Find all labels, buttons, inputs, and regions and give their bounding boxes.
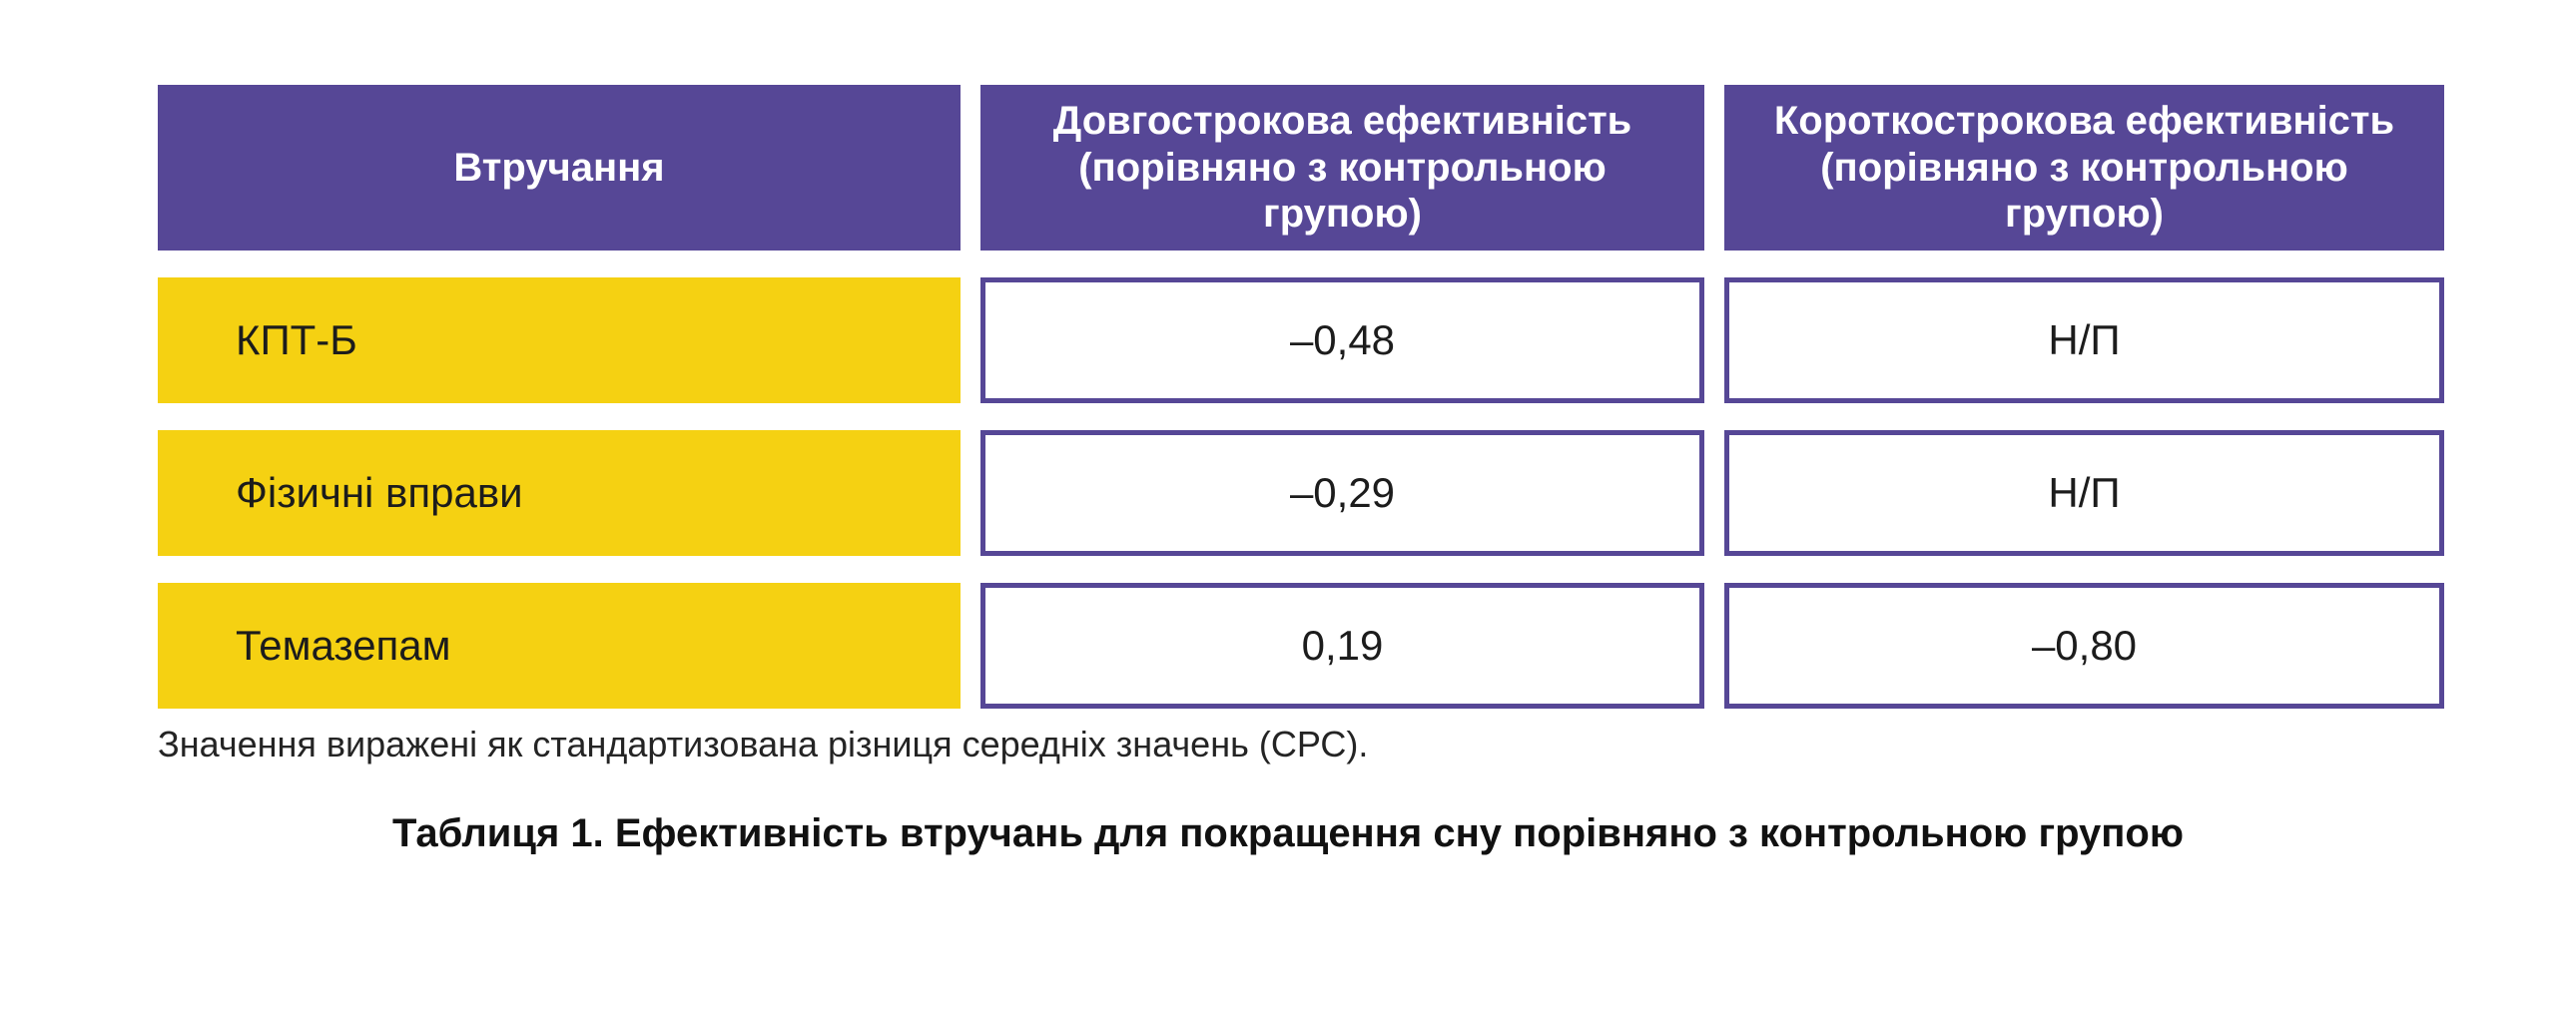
cell-exercise-short-term: Н/П — [1724, 430, 2444, 556]
cell-temazepam-short-term: –0,80 — [1724, 583, 2444, 709]
cell-exercise-long-term: –0,29 — [980, 430, 1704, 556]
row-label-kpt-b: КПТ-Б — [158, 277, 961, 403]
table-footnote: Значення виражені як стандартизована різ… — [158, 724, 1369, 764]
cell-kpt-b-long-term: –0,48 — [980, 277, 1704, 403]
column-header-long-term: Довгострокова ефективність (порівняно з … — [980, 85, 1704, 251]
table-figure: Втручання Довгострокова ефективність (по… — [0, 85, 2576, 856]
row-label-temazepam: Темазепам — [158, 583, 961, 709]
row-label-exercise: Фізичні вправи — [158, 430, 961, 556]
table-caption: Таблиця 1. Ефективність втручань для пок… — [391, 811, 2185, 856]
column-header-short-term: Короткострокова ефективність (порівняно … — [1724, 85, 2444, 251]
cell-temazepam-long-term: 0,19 — [980, 583, 1704, 709]
effectiveness-table: Втручання Довгострокова ефективність (по… — [158, 85, 2444, 709]
column-header-intervention: Втручання — [158, 85, 961, 251]
cell-kpt-b-short-term: Н/П — [1724, 277, 2444, 403]
